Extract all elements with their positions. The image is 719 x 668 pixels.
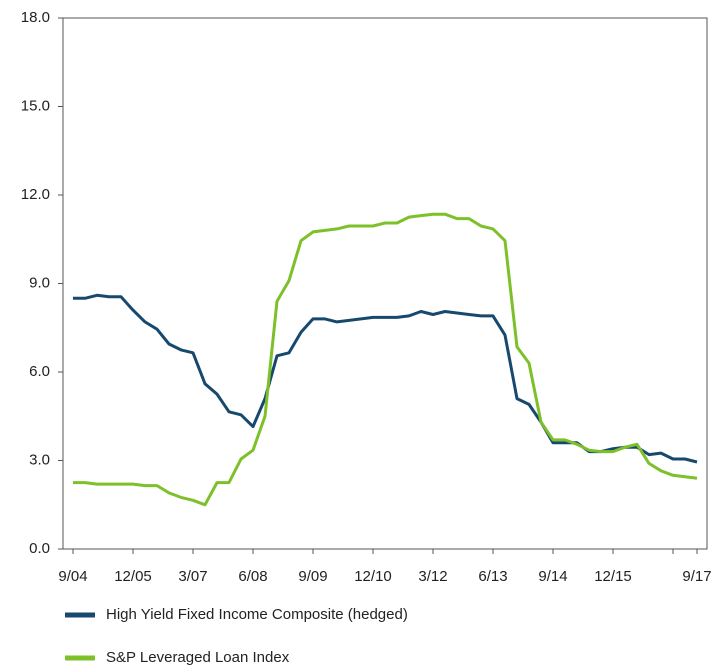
y-tick-label: 12.0 — [21, 186, 50, 203]
legend-label: High Yield Fixed Income Composite (hedge… — [106, 606, 408, 623]
y-tick-label: 15.0 — [21, 97, 50, 114]
x-tick-label: 9/17 — [682, 568, 711, 585]
y-tick-label: 9.0 — [29, 274, 50, 291]
x-tick-label: 12/15 — [594, 568, 632, 585]
y-tick-label: 6.0 — [29, 363, 50, 380]
x-tick-label: 3/12 — [418, 568, 447, 585]
x-tick-label: 6/08 — [238, 568, 267, 585]
x-tick-label: 9/14 — [538, 568, 567, 585]
x-tick-label: 9/09 — [298, 568, 327, 585]
plot-frame — [62, 17, 708, 550]
x-tick-label: 12/05 — [114, 568, 152, 585]
x-tick-label: 9/04 — [58, 568, 87, 585]
y-tick-label: 18.0 — [21, 9, 50, 26]
x-tick-label: 12/10 — [354, 568, 392, 585]
x-tick-label: 3/07 — [178, 568, 207, 585]
y-tick-label: 3.0 — [29, 451, 50, 468]
x-tick-label: 6/13 — [478, 568, 507, 585]
series-line — [73, 293, 698, 464]
series-line — [73, 212, 698, 507]
y-tick-label: 0.0 — [29, 540, 50, 557]
legend-label: S&P Leveraged Loan Index — [106, 649, 290, 666]
